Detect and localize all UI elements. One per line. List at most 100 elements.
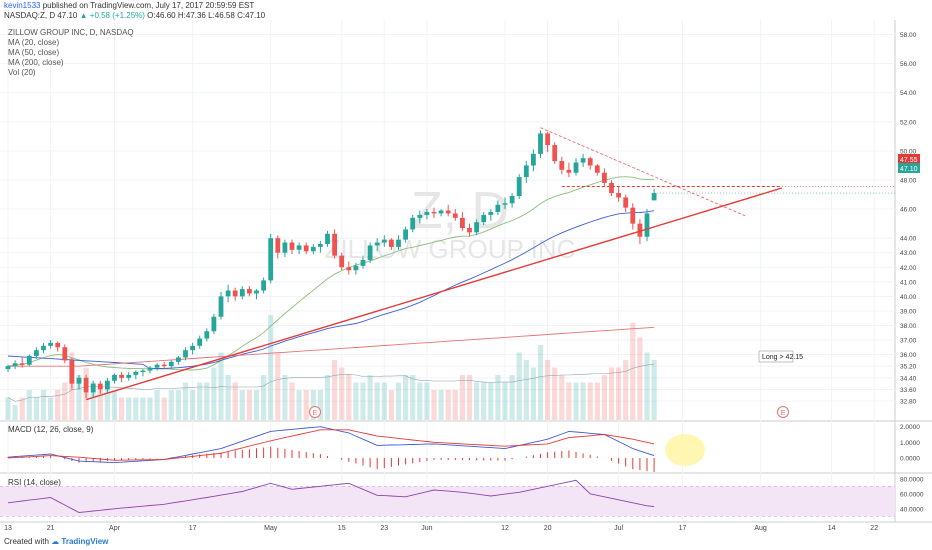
- candle-body: [396, 239, 401, 247]
- volume-bar: [204, 382, 210, 420]
- volume-bar: [332, 360, 338, 420]
- volume-bars: [5, 315, 657, 420]
- candle-body: [360, 260, 366, 266]
- candle-body: [346, 267, 352, 271]
- last-price-badge: [898, 163, 920, 173]
- volume-bar: [608, 367, 615, 420]
- volume-bar: [495, 375, 501, 420]
- volume-bar: [346, 375, 352, 420]
- macd-tick-label: 0.0000: [900, 455, 920, 462]
- candle-body: [573, 162, 579, 173]
- volume-bar: [488, 382, 494, 420]
- symbol-line: NASDAQ:Z, D 47.10 ▲ +0.58 (+1.25%) O:46.…: [4, 11, 265, 20]
- candle-body: [424, 212, 430, 215]
- candle-body: [616, 193, 621, 198]
- tradingview-brand[interactable]: TradingView: [61, 537, 109, 546]
- time-tick-label: 15: [338, 525, 346, 532]
- price-axis[interactable]: 32.80 33.60 34.40 35.20 36.00 37.00 38.00 39.00…: [900, 32, 917, 406]
- volume-bar: [218, 352, 224, 420]
- volume-bar: [19, 397, 25, 420]
- candle-body: [254, 290, 259, 294]
- candle-body: [34, 350, 39, 356]
- volume-bar: [239, 390, 245, 420]
- price-tick-label: 34.40: [900, 375, 917, 382]
- candle-body: [651, 193, 657, 201]
- volume-bar: [232, 382, 238, 420]
- candle-body: [587, 158, 593, 166]
- volume-bar: [268, 315, 274, 420]
- volume-bar: [5, 397, 11, 420]
- candle-body: [509, 196, 515, 204]
- volume-bar: [275, 352, 281, 420]
- candle-body: [389, 239, 394, 247]
- volume-bar: [630, 322, 636, 420]
- macd-signal-line: [7, 429, 655, 461]
- earnings-marker-aug-label: E: [781, 410, 786, 417]
- candle-body: [261, 280, 266, 291]
- time-tick-label: 17: [189, 525, 197, 532]
- candlesticks: [5, 130, 657, 399]
- volume-bar: [616, 367, 622, 420]
- legend-volume[interactable]: Vol (20): [8, 68, 36, 77]
- study-legend: ZILLOW GROUP INC, D, NASDAQ MA (20, clos…: [8, 28, 134, 78]
- candle-body: [303, 245, 309, 252]
- candle-body: [133, 372, 139, 375]
- candle-body: [467, 228, 472, 233]
- price-tick-label: 42.00: [900, 265, 917, 272]
- candle-body: [247, 289, 252, 294]
- volume-bar: [133, 397, 139, 420]
- candle-body: [623, 197, 629, 208]
- candle-body: [282, 242, 288, 253]
- candle-body: [566, 169, 572, 173]
- volume-bar: [40, 390, 47, 420]
- long-label-box[interactable]: Long > 42.15: [758, 350, 803, 363]
- volume-bar: [310, 390, 316, 420]
- volume-bar: [26, 390, 32, 420]
- ma50-line: [7, 210, 655, 370]
- volume-bar: [147, 397, 153, 420]
- candle-body: [431, 212, 437, 214]
- earnings-marker-may-label: E: [313, 410, 318, 417]
- legend-ma200[interactable]: MA (200, close): [8, 58, 64, 67]
- volume-bar: [360, 382, 366, 420]
- macd-label: MACD (12, 26, close, 9): [8, 425, 94, 434]
- publisher-username[interactable]: kevin1533: [4, 1, 41, 10]
- volume-bar: [324, 375, 331, 420]
- candle-body: [474, 222, 479, 233]
- time-tick-label: Jun: [421, 525, 432, 532]
- candle-body: [119, 374, 124, 378]
- legend-ma50[interactable]: MA (50, close): [8, 48, 60, 57]
- ma20-line: [7, 176, 655, 371]
- time-axis[interactable]: 13 21 Apr 17 May 15 23 Jun 12 20 Jul 17 Aug 14 22: [4, 525, 878, 532]
- drawing-tools[interactable]: [85, 127, 895, 401]
- price-tick-label: 38.00: [900, 323, 917, 330]
- candle-body: [332, 233, 337, 256]
- price-tick-label: 54.00: [900, 90, 917, 97]
- volume-bar: [530, 367, 536, 420]
- candle-body: [239, 289, 245, 297]
- candle-body: [580, 158, 586, 163]
- volume-bar: [452, 390, 458, 420]
- volume-bar: [55, 390, 61, 420]
- watermark-name: ZILLOW GROUP INC: [325, 234, 576, 264]
- legend-ma20[interactable]: MA (20, close): [8, 38, 60, 47]
- publish-info: published on TradingView.com, July 17, 2…: [42, 1, 255, 10]
- volume-bar: [12, 405, 18, 420]
- volume-bar: [182, 382, 189, 420]
- volume-bar: [388, 390, 394, 420]
- candle-body: [97, 383, 103, 390]
- candle-body: [275, 238, 281, 253]
- candle-body: [12, 363, 18, 367]
- macd-tick-label: 2.0000: [900, 424, 920, 431]
- volume-bar: [438, 390, 444, 420]
- volume-bar: [261, 375, 267, 420]
- last-price-label: 47.10: [900, 166, 918, 173]
- volume-bar: [97, 390, 103, 420]
- price-tick-label: 43.00: [900, 250, 917, 257]
- price-tick-label: 37.00: [900, 338, 917, 345]
- volume-bar: [62, 382, 68, 420]
- time-tick-label: 22: [870, 525, 878, 532]
- rsi-tick-label: 40.0000: [900, 506, 924, 513]
- volume-bar: [566, 382, 572, 420]
